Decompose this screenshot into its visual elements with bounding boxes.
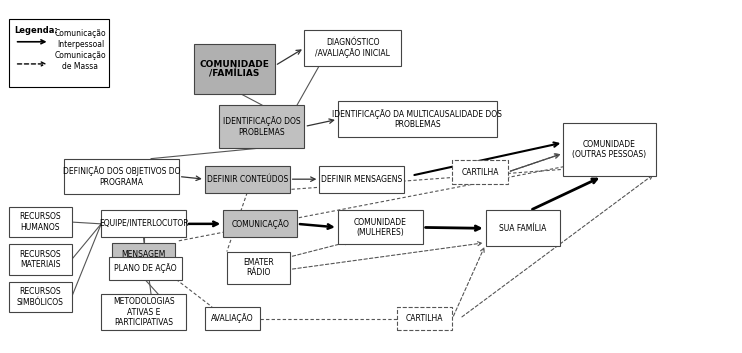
Text: DIAGNÓSTICO
/AVALIAÇÃO INICIAL: DIAGNÓSTICO /AVALIAÇÃO INICIAL — [315, 38, 390, 58]
FancyBboxPatch shape — [227, 252, 289, 284]
FancyBboxPatch shape — [112, 243, 175, 266]
Text: METODOLOGIAS
ATIVAS E
PARTICIPATIVAS: METODOLOGIAS ATIVAS E PARTICIPATIVAS — [113, 297, 174, 327]
FancyBboxPatch shape — [101, 294, 186, 330]
FancyBboxPatch shape — [9, 244, 72, 275]
Text: COMUNICAÇÃO: COMUNICAÇÃO — [232, 219, 289, 229]
FancyBboxPatch shape — [338, 101, 496, 137]
Text: SUA FAMÍLIA: SUA FAMÍLIA — [499, 224, 546, 233]
FancyBboxPatch shape — [9, 19, 108, 87]
Text: DEFINIR MENSAGENS: DEFINIR MENSAGENS — [321, 175, 402, 184]
FancyBboxPatch shape — [101, 210, 186, 237]
Text: Comunicação
Interpessoal: Comunicação Interpessoal — [55, 29, 106, 49]
FancyBboxPatch shape — [223, 210, 297, 237]
Text: IDENTIFICAÇÃO DA MULTICAUSALIDADE DOS
PROBLEMAS: IDENTIFICAÇÃO DA MULTICAUSALIDADE DOS PR… — [332, 109, 502, 130]
Text: Legenda:: Legenda: — [15, 26, 59, 35]
Text: COMUNIDADE
(OUTRAS PESSOAS): COMUNIDADE (OUTRAS PESSOAS) — [572, 140, 646, 160]
Text: Comunicação
de Massa: Comunicação de Massa — [55, 52, 106, 71]
FancyBboxPatch shape — [108, 257, 183, 280]
Text: RECURSOS
HUMANOS: RECURSOS HUMANOS — [19, 213, 61, 232]
Text: COMUNIDADE
(MULHERES): COMUNIDADE (MULHERES) — [354, 218, 407, 237]
FancyBboxPatch shape — [9, 207, 72, 237]
Text: AVALIAÇÃO: AVALIAÇÃO — [211, 313, 254, 323]
Text: DEFINIÇÃO DOS OBJETIVOS DO
PROGRAMA: DEFINIÇÃO DOS OBJETIVOS DO PROGRAMA — [63, 166, 180, 187]
FancyBboxPatch shape — [205, 307, 260, 330]
Text: CARTILHA: CARTILHA — [462, 168, 499, 176]
FancyBboxPatch shape — [338, 210, 423, 244]
Text: COMUNIDADE
/FAMÍLIAS: COMUNIDADE /FAMÍLIAS — [200, 60, 269, 79]
FancyBboxPatch shape — [65, 158, 179, 195]
Text: RECURSOS
SIMBÓLICOS: RECURSOS SIMBÓLICOS — [17, 287, 64, 307]
FancyBboxPatch shape — [485, 210, 559, 246]
Text: DEFINIR CONTEÚDOS: DEFINIR CONTEÚDOS — [206, 175, 288, 184]
FancyBboxPatch shape — [563, 123, 656, 176]
FancyBboxPatch shape — [304, 30, 401, 66]
Text: RECURSOS
MATERIAIS: RECURSOS MATERIAIS — [19, 250, 61, 269]
FancyBboxPatch shape — [319, 166, 404, 193]
FancyBboxPatch shape — [453, 160, 508, 184]
Text: PLANO DE AÇÃO: PLANO DE AÇÃO — [114, 264, 177, 274]
Text: CARTILHA: CARTILHA — [406, 314, 443, 323]
FancyBboxPatch shape — [9, 282, 72, 312]
FancyBboxPatch shape — [397, 307, 453, 330]
FancyBboxPatch shape — [205, 166, 289, 193]
FancyBboxPatch shape — [220, 105, 304, 148]
Text: EQUIPE/INTERLOCUTOR: EQUIPE/INTERLOCUTOR — [99, 219, 188, 228]
Text: MENSAGEM: MENSAGEM — [122, 250, 166, 259]
Text: IDENTIFICAÇÃO DOS
PROBLEMAS: IDENTIFICAÇÃO DOS PROBLEMAS — [223, 116, 301, 137]
FancyBboxPatch shape — [194, 44, 275, 94]
Text: EMATER
RÁDIO: EMATER RÁDIO — [243, 258, 274, 277]
